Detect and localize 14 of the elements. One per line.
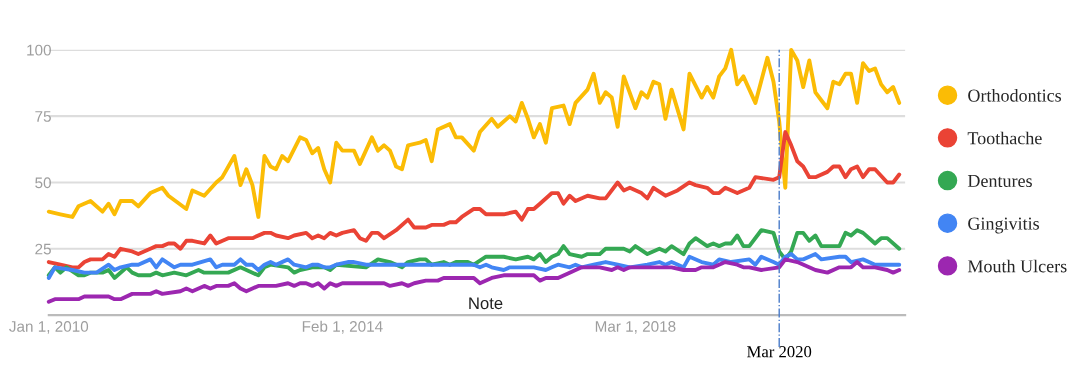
x-tick-label: Feb 1, 2014 — [302, 320, 383, 334]
y-tick-label: 75 — [35, 111, 51, 122]
y-tick-label: 25 — [35, 243, 51, 255]
x-tick-label: Jan 1, 2010 — [9, 321, 89, 334]
legend-label: Orthodontics — [968, 88, 1062, 102]
legend-label: Dentures — [967, 175, 1032, 188]
ref-line-label: Mar 2020 — [747, 346, 812, 358]
legend-label: Toothache — [967, 131, 1042, 145]
annotation: Note — [469, 297, 503, 310]
y-tick-label: 50 — [35, 177, 51, 189]
x-tick-label: Mar 1, 2018 — [595, 321, 676, 334]
y-tick-label: 100 — [27, 44, 51, 56]
legend-label: Gingivitis — [968, 217, 1039, 234]
legend-label: Mouth Ulcers — [967, 259, 1067, 273]
